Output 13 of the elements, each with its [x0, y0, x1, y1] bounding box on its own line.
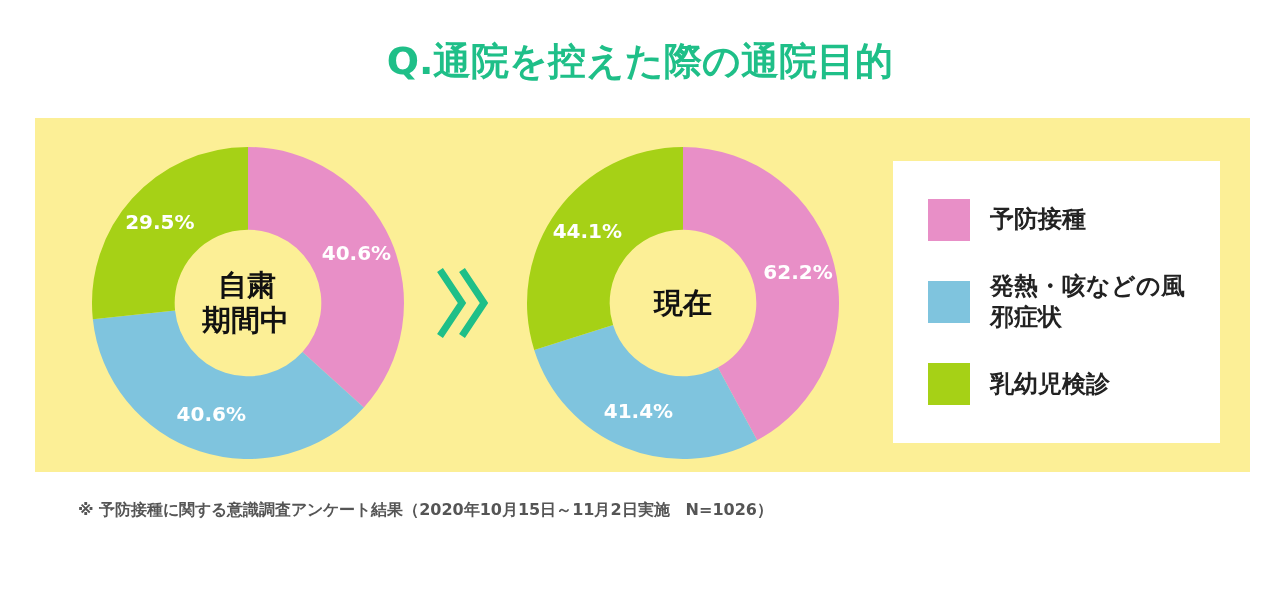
slice-label: 自粛期間中: [202, 268, 290, 338]
data-label: 29.5%: [125, 209, 195, 234]
slice-label: 現在: [652, 285, 713, 321]
data-label: 40.6%: [321, 240, 392, 265]
data-label: 41.4%: [603, 399, 674, 424]
chart-title: Q.通院を控えた際の通院目的: [385, 38, 895, 85]
legend-label: 発熱・咳などの風邪症状: [990, 271, 1186, 334]
legend-label: 乳幼児検診: [990, 368, 1111, 400]
data-label: 62.2%: [763, 260, 833, 285]
data-label: 44.1%: [552, 219, 623, 244]
text: ※ 予防接種に関する意識調査アンケート結果（2020年10月15日～11月2日実施 N=1026）: [78, 500, 773, 521]
data-label: 40.6%: [176, 402, 246, 427]
legend-label: 予防接種: [990, 204, 1087, 236]
